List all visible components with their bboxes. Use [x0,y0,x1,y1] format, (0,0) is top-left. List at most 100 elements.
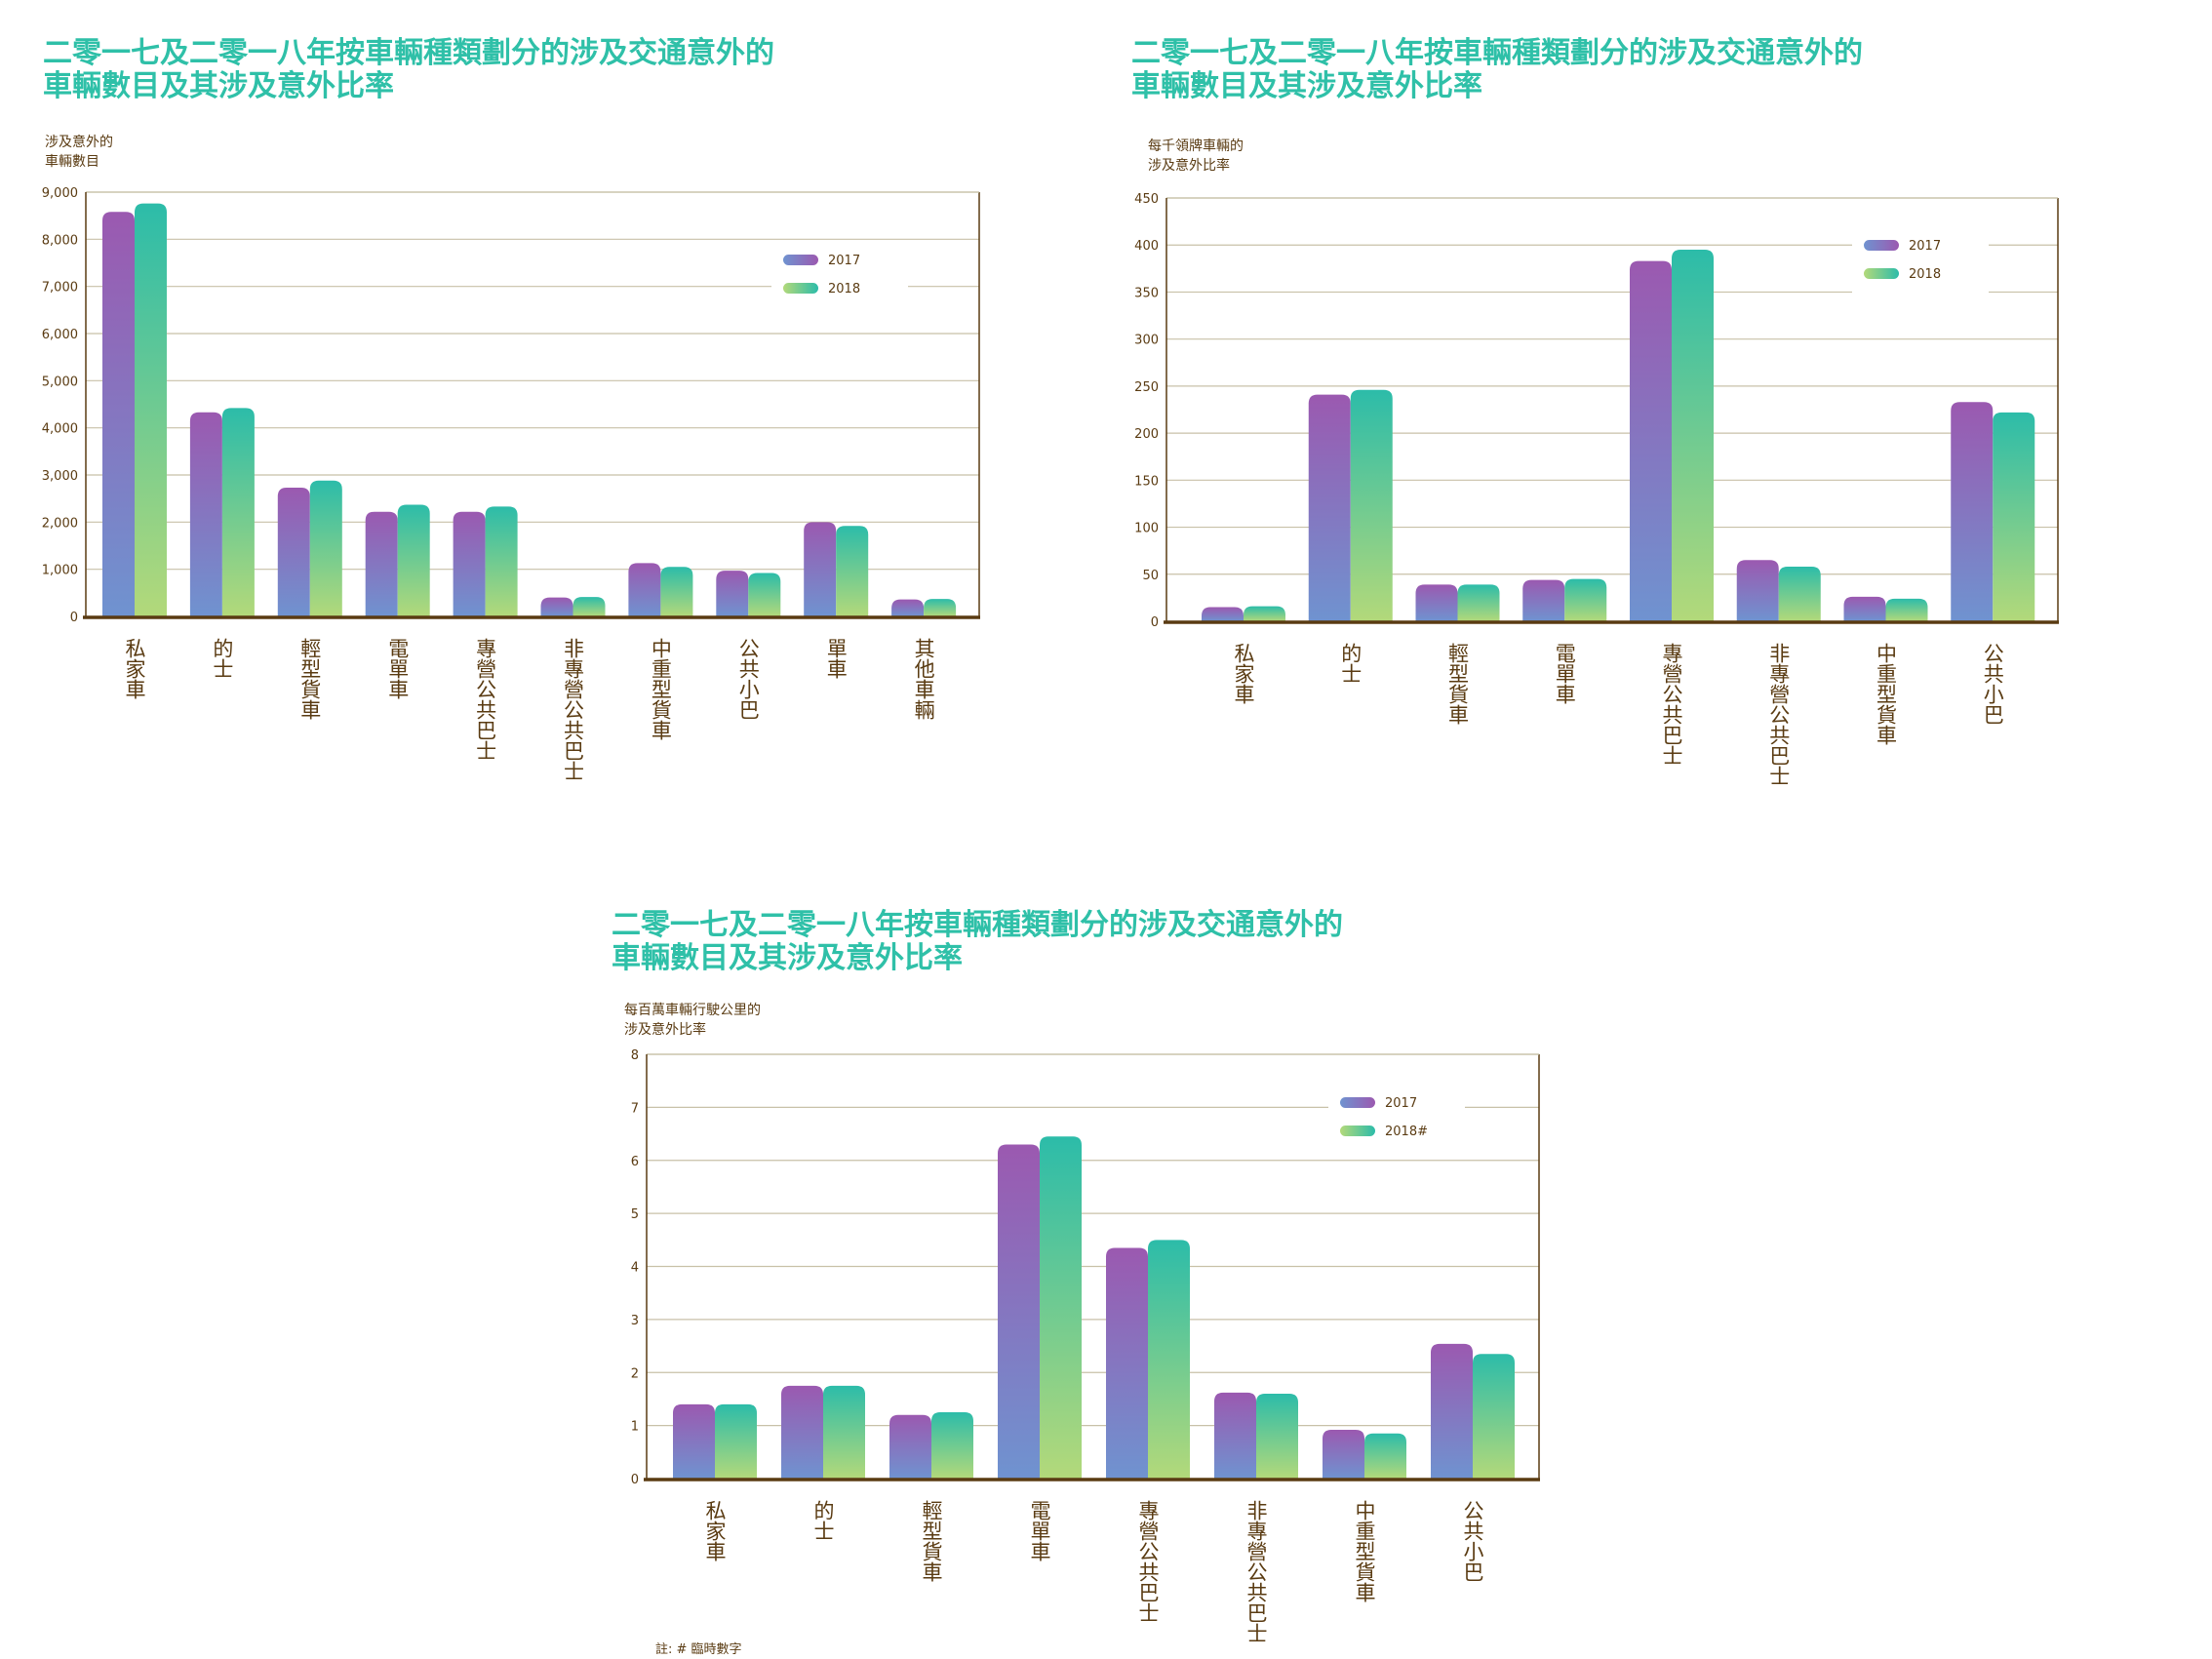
bar-2018-1 [1350,389,1393,621]
y-tick-label: 0 [1151,615,1159,630]
x-category-label: 的士 [211,638,234,679]
legend-label-1: 2018 [1909,267,1941,282]
y-tick-label: 200 [1134,427,1159,442]
chart-1-y-axis-label: 涉及意外的 車輛數目 [45,135,113,170]
bar-2018-1 [221,408,255,616]
x-category-label: 的士 [811,1500,835,1541]
bar-2018-7 [748,573,781,616]
chart-3-title: 二零一七及二零一八年按車輛種類劃分的涉及交通意外的 車輛數目及其涉及意外比率 [612,908,1343,975]
y-tick-label: 0 [631,1473,639,1487]
bar-2017-0 [673,1403,715,1479]
y-tick-label: 7 [631,1101,639,1116]
x-category-label: 其他車輛 [912,638,935,720]
bar-2017-6 [1843,596,1886,621]
x-category-label: 輕型貨車 [920,1500,943,1582]
x-category-label: 公共小巴 [1981,643,2004,725]
bar-2018-2 [931,1412,973,1479]
y-tick-label: 1 [631,1420,639,1435]
y-tick-label: 100 [1134,522,1159,536]
bar-2017-4 [1106,1247,1148,1479]
bar-2017-1 [1308,394,1351,621]
y-tick-label: 400 [1134,239,1159,254]
x-category-label: 私家車 [703,1500,727,1561]
bar-2018-6 [1885,598,1928,621]
bar-2017-8 [804,522,837,616]
y-tick-label: 2 [631,1366,639,1381]
x-category-label: 電單車 [1028,1500,1051,1561]
bar-2017-2 [889,1414,931,1479]
x-category-label: 輕型貨車 [298,638,322,720]
bar-2018-0 [1244,606,1285,621]
y-tick-label: 4,000 [42,422,78,437]
legend-label-0: 2017 [1909,239,1941,254]
y-tick-label: 150 [1134,474,1159,489]
x-category-label: 輕型貨車 [1446,643,1470,725]
bar-2017-4 [1630,260,1672,621]
y-tick-label: 9,000 [42,186,78,201]
y-tick-label: 3,000 [42,469,78,484]
x-category-label: 的士 [1339,643,1363,684]
x-category-label: 電單車 [1553,643,1576,704]
bar-2018-7 [1473,1354,1515,1479]
bar-2018-5 [1778,567,1821,621]
legend-swatch-0 [1340,1097,1375,1108]
bar-2017-7 [1951,402,1994,621]
bar-2018-7 [1993,412,2035,621]
y-tick-label: 6 [631,1155,639,1169]
bar-2018-4 [485,506,518,616]
y-tick-label: 0 [70,611,78,625]
legend-swatch-1 [1864,268,1899,279]
x-category-label: 專營公共巴士 [474,638,497,761]
bar-2018-4 [1148,1240,1190,1479]
bar-2018-9 [924,599,957,616]
bar-2018-5 [573,597,606,616]
x-category-label: 電單車 [386,638,410,699]
legend-label-1: 2018 [828,282,860,296]
bar-2018-4 [1672,250,1714,621]
bar-2018-3 [397,504,430,616]
bar-2017-7 [1431,1343,1473,1479]
legend-label-0: 2017 [1385,1096,1417,1111]
y-tick-label: 450 [1134,192,1159,207]
bar-2018-3 [1040,1136,1082,1479]
x-category-label: 非專營公共巴士 [1767,643,1791,786]
x-category-label: 私家車 [1232,643,1255,704]
x-category-label: 中重型貨車 [1353,1500,1376,1602]
y-tick-label: 5,000 [42,375,78,389]
y-tick-label: 250 [1134,380,1159,395]
bar-2017-5 [1736,560,1779,621]
bar-2017-5 [540,597,573,616]
y-tick-label: 7,000 [42,281,78,296]
chart-2-title: 二零一七及二零一八年按車輛種類劃分的涉及交通意外的 車輛數目及其涉及意外比率 [1131,36,1863,103]
bar-2018-2 [309,480,342,616]
y-tick-label: 6,000 [42,328,78,342]
bar-2018-2 [1457,584,1500,621]
y-tick-label: 3 [631,1314,639,1328]
x-category-label: 非專營公共巴士 [1244,1500,1268,1643]
x-category-label: 公共小巴 [1461,1500,1484,1582]
bar-2017-1 [189,412,222,616]
bar-2017-4 [453,511,486,616]
bar-2017-3 [1522,579,1565,621]
y-tick-label: 300 [1134,334,1159,348]
x-category-label: 中重型貨車 [649,638,672,740]
legend-label-0: 2017 [828,254,860,268]
x-category-label: 單車 [824,638,848,679]
x-category-label: 專營公共巴士 [1136,1500,1160,1623]
bar-2018-6 [660,567,693,616]
bar-2017-1 [781,1385,823,1479]
bar-2017-0 [102,212,135,617]
y-tick-label: 1,000 [42,564,78,578]
bar-2017-9 [891,599,925,616]
x-category-label: 私家車 [123,638,146,699]
bar-2018-3 [1564,578,1607,621]
bar-2018-0 [715,1403,757,1479]
bar-2018-6 [1364,1433,1406,1479]
bar-2017-3 [998,1144,1040,1479]
y-tick-label: 350 [1134,286,1159,300]
y-tick-label: 4 [631,1261,639,1276]
y-tick-label: 8,000 [42,233,78,248]
chart-1-title: 二零一七及二零一八年按車輛種類劃分的涉及交通意外的 車輛數目及其涉及意外比率 [43,36,774,103]
